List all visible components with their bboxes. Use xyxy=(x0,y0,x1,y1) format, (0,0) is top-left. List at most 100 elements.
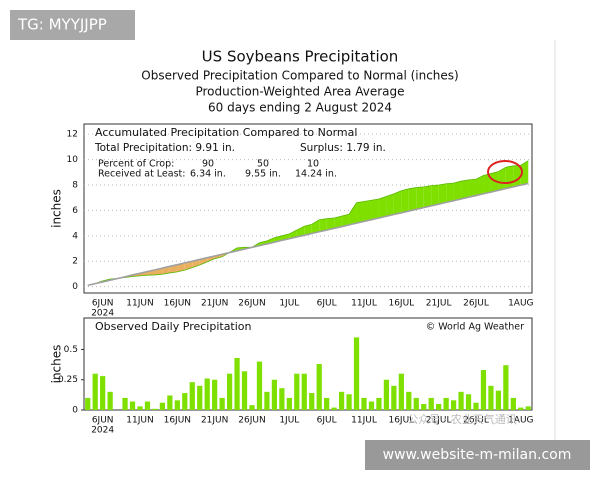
bar xyxy=(421,403,427,410)
surplus-band xyxy=(371,198,379,220)
bar xyxy=(331,407,337,410)
bar xyxy=(324,397,330,410)
deficit-band xyxy=(169,264,178,273)
surplus-band xyxy=(341,214,350,227)
bar xyxy=(443,397,449,410)
x-year-label: 2024 xyxy=(91,426,114,436)
surplus-band xyxy=(468,179,476,198)
bar xyxy=(174,400,180,410)
surplus-band xyxy=(289,230,297,239)
crop-table-cell: 14.24 in. xyxy=(295,169,337,180)
bar xyxy=(361,397,367,410)
x-tick-label: 16JUN xyxy=(164,416,191,426)
bar xyxy=(286,397,292,410)
panel-title: Accumulated Precipitation Compared to No… xyxy=(95,126,357,139)
surplus-band xyxy=(334,216,342,229)
bar xyxy=(189,382,195,410)
x-tick-label: 1AUG xyxy=(508,416,533,426)
y-tick-label: 8 xyxy=(72,180,78,190)
bar xyxy=(465,394,472,410)
crop-table-cell: 10 xyxy=(307,159,319,170)
footer-box xyxy=(365,440,590,470)
bar xyxy=(129,401,136,410)
x-tick-label: 11JUL xyxy=(351,416,377,426)
x-tick-label: 11JUN xyxy=(126,299,153,309)
bar xyxy=(271,379,278,410)
bar xyxy=(122,397,128,410)
bar xyxy=(249,405,255,410)
crop-table-cell: 6.34 in. xyxy=(190,169,226,180)
surplus-band xyxy=(490,171,499,193)
bar xyxy=(234,357,240,410)
crop-table-cell: Percent of Crop: xyxy=(98,159,174,170)
deficit-band xyxy=(177,262,185,272)
x-tick-label: 6JUN xyxy=(92,416,114,426)
surplus-band xyxy=(356,201,364,224)
surplus-band xyxy=(304,224,312,236)
watermark-box xyxy=(10,10,135,40)
bar xyxy=(144,401,151,410)
surplus-band xyxy=(483,173,491,194)
surplus: Surplus: 1.79 in. xyxy=(300,142,386,154)
surplus-band xyxy=(453,181,462,201)
x-tick-label: 21JUN xyxy=(201,416,228,426)
bar xyxy=(100,376,106,410)
bar xyxy=(480,370,487,410)
bar xyxy=(167,395,173,410)
x-tick-label: 1JUL xyxy=(279,416,299,426)
surplus-band xyxy=(326,218,335,231)
surplus-band xyxy=(393,190,402,215)
bar xyxy=(316,364,322,410)
x-tick-label: 21JUL xyxy=(426,299,452,309)
y-tick-label: 0 xyxy=(72,282,78,292)
surplus-band xyxy=(498,167,506,191)
bar xyxy=(338,391,345,410)
y-axis-label: inches xyxy=(50,189,64,228)
surplus-band xyxy=(423,185,432,208)
surplus-band xyxy=(408,187,417,212)
y-tick-label: 0.5 xyxy=(64,345,78,355)
title: US Soybeans Precipitation xyxy=(202,48,399,66)
bar xyxy=(92,373,98,410)
y-tick-label: 2 xyxy=(72,257,78,267)
bar xyxy=(488,385,494,410)
surplus-band xyxy=(416,186,424,210)
bar xyxy=(503,365,509,410)
bar xyxy=(525,406,531,410)
surplus-band xyxy=(296,226,305,237)
observed-line xyxy=(87,160,529,286)
subtitle: 60 days ending 2 August 2024 xyxy=(208,101,392,115)
x-tick-label: 6JUL xyxy=(317,416,337,426)
surplus-band xyxy=(438,183,447,205)
bar xyxy=(182,393,188,410)
total-precip: Total Precipitation: 9.91 in. xyxy=(94,142,235,154)
subtitle: Production-Weighted Area Average xyxy=(195,85,404,99)
bar xyxy=(376,397,382,410)
credit: © World Ag Weather xyxy=(426,322,524,333)
x-year-label: 2024 xyxy=(91,309,114,319)
bar xyxy=(368,401,375,410)
x-tick-label: 11JUN xyxy=(126,416,153,426)
bar xyxy=(383,379,390,410)
bar xyxy=(450,400,457,410)
bar xyxy=(518,407,524,410)
crop-table-cell: 50 xyxy=(257,159,269,170)
x-tick-label: 16JUL xyxy=(388,416,414,426)
crop-table-cell: Received at Least: xyxy=(98,169,185,180)
footer: www.website-m-milan.com xyxy=(383,447,572,463)
bar xyxy=(413,397,419,410)
surplus-band xyxy=(446,183,454,203)
plot-frame xyxy=(83,123,533,294)
y-tick-label: 0.25 xyxy=(58,375,78,385)
normal-line xyxy=(87,182,529,287)
surplus-band xyxy=(476,175,484,196)
surplus-band xyxy=(520,160,529,186)
y-tick-label: 4 xyxy=(72,231,78,241)
crop-table-cell: 90 xyxy=(202,159,214,170)
surplus-band xyxy=(378,196,387,219)
surplus-band xyxy=(431,184,439,206)
x-tick-label: 6JUN xyxy=(92,299,114,309)
surplus-band xyxy=(364,200,372,222)
bar xyxy=(301,373,307,410)
